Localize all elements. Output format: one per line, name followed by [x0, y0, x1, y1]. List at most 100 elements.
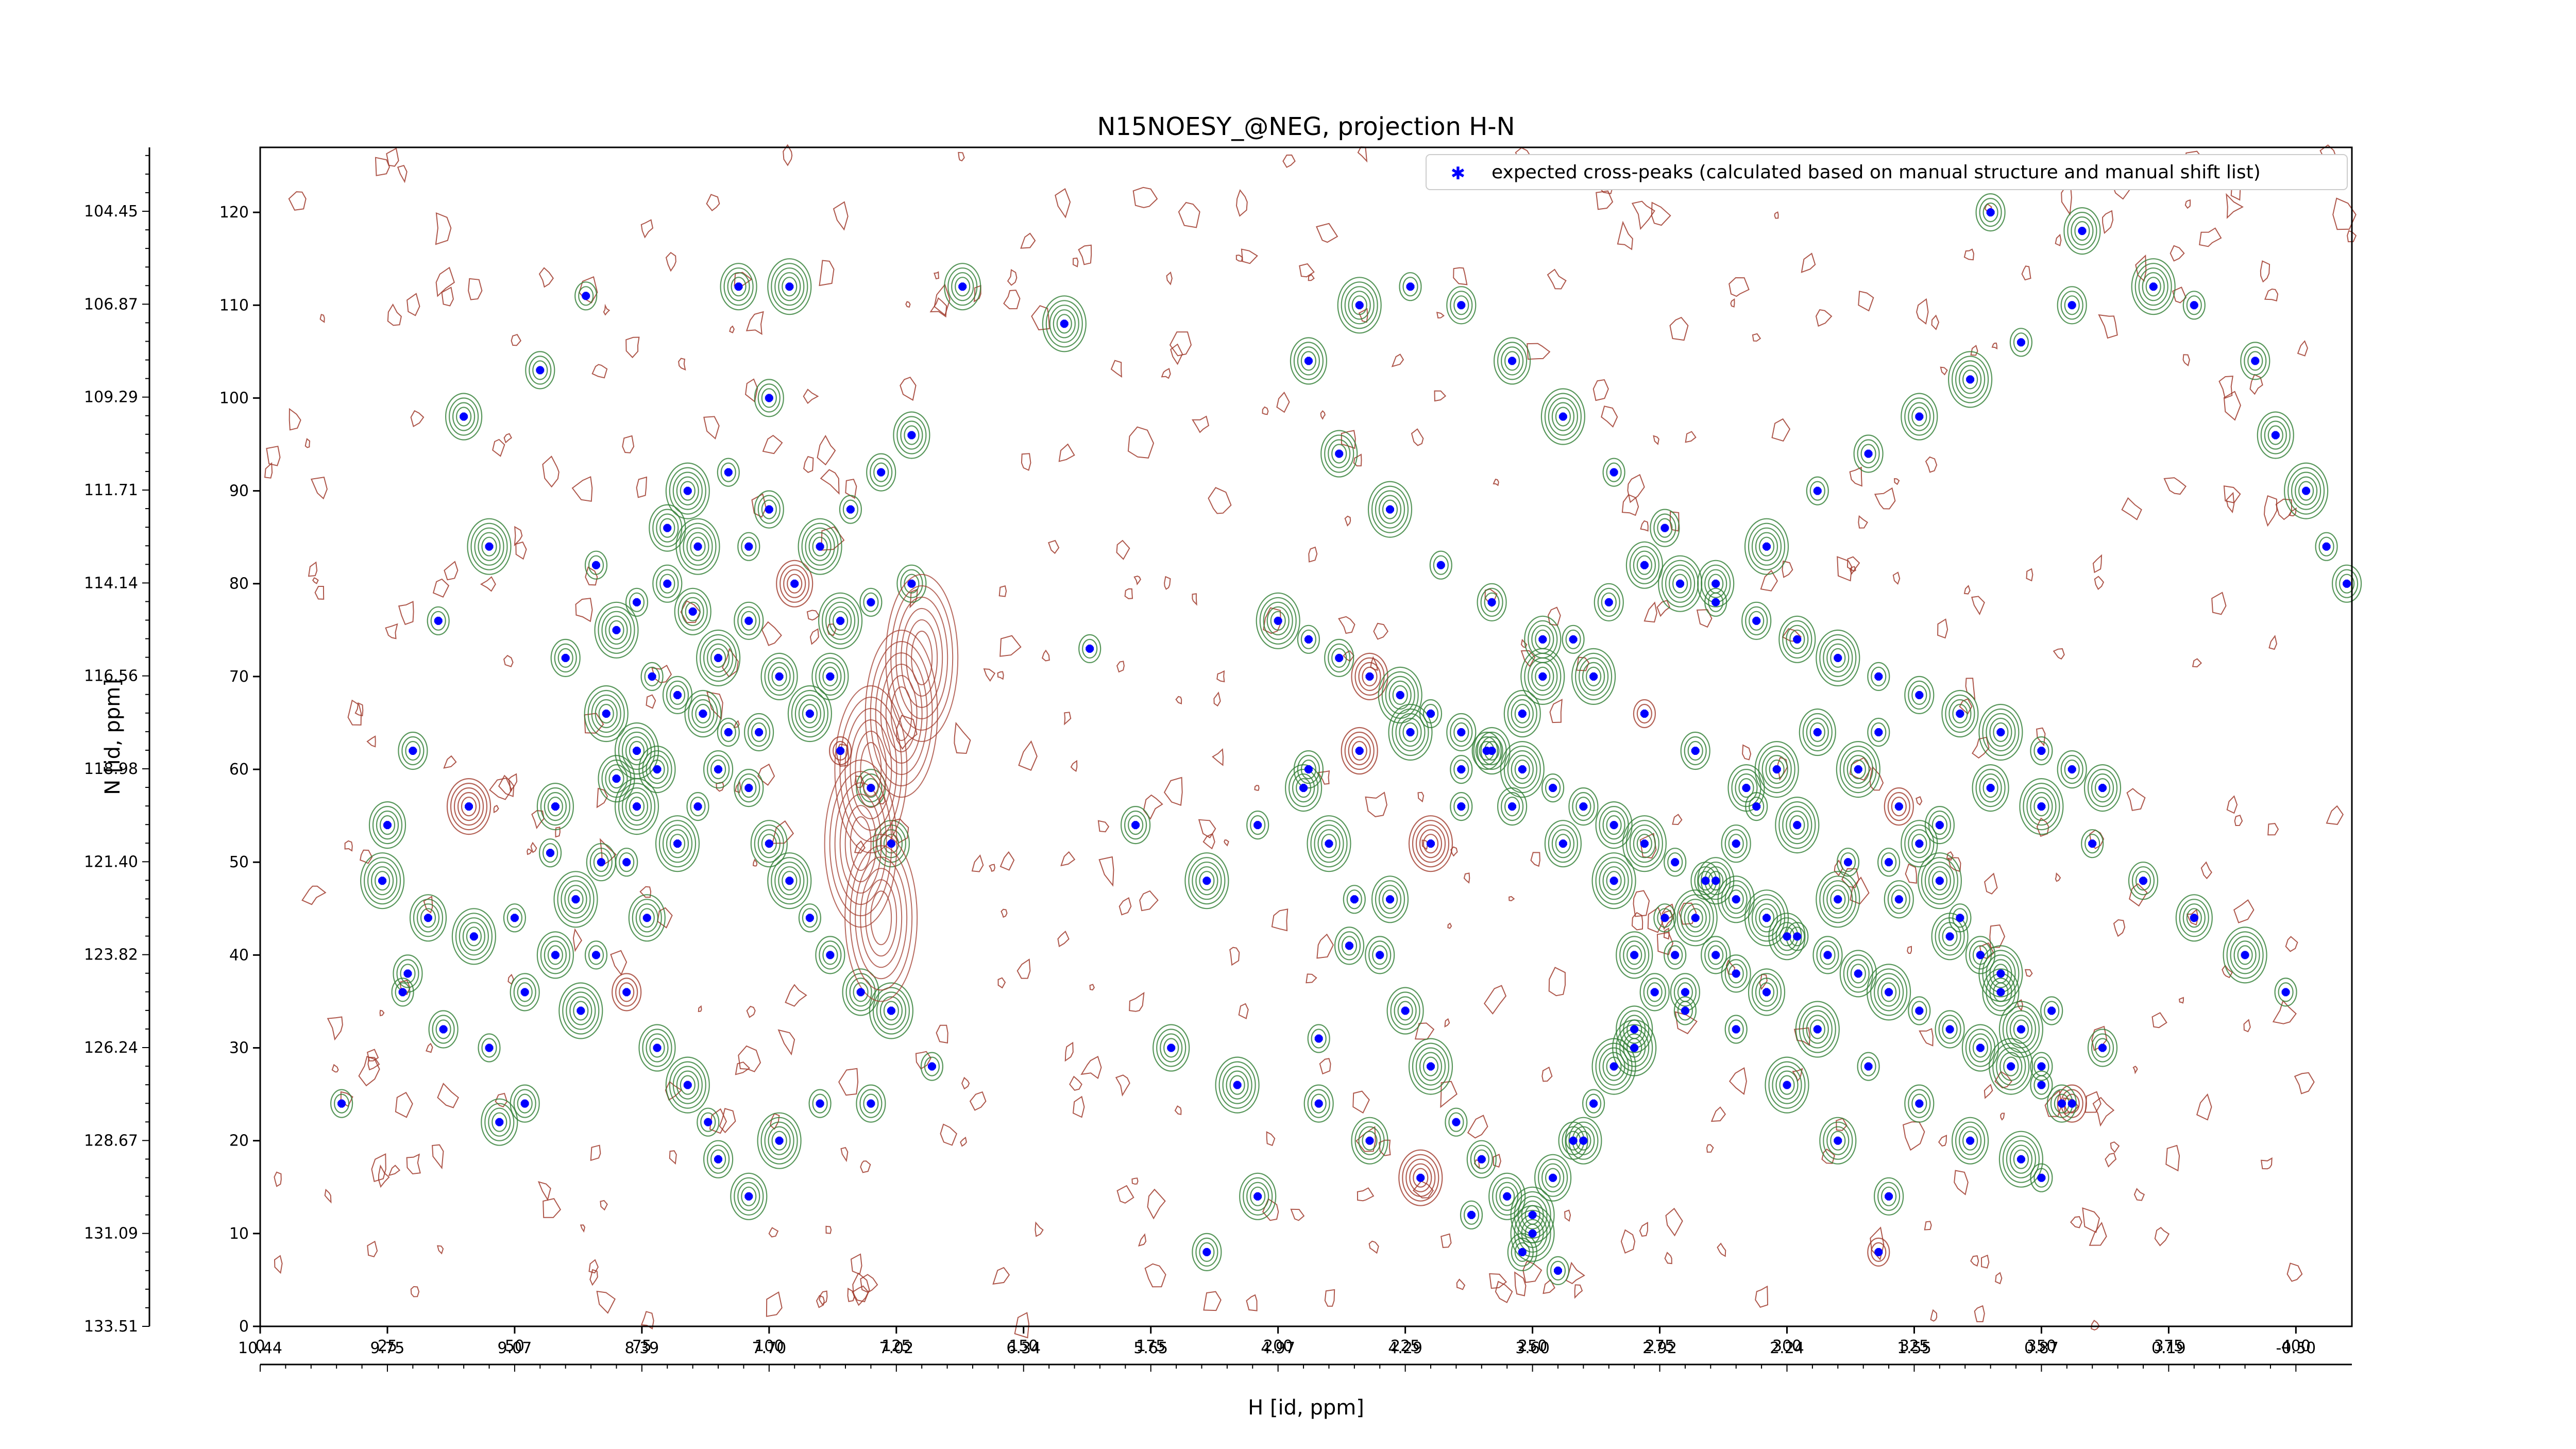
peak-contour [2046, 1084, 2077, 1123]
y-index-tick-label: 60 [229, 761, 249, 779]
expected-peak-point [485, 542, 494, 551]
noise-contour [2113, 919, 2126, 937]
noise-contour [1299, 263, 1315, 278]
noise-contour [527, 848, 533, 855]
peak-contour [2057, 286, 2087, 325]
noise-contour [514, 526, 523, 547]
noise-contour [1341, 430, 1356, 449]
peak-contour [2009, 1144, 2032, 1174]
y-ppm-tick-label: 111.71 [84, 481, 138, 499]
noise-contour [304, 438, 311, 448]
expected-peak-point [1854, 969, 1862, 978]
expected-peak-marker [1386, 506, 1394, 513]
peak-contour [859, 773, 883, 803]
peak-contour [1806, 476, 1829, 506]
peak-contour [1633, 829, 1656, 858]
peak-contour [466, 926, 482, 947]
peak-contour [370, 866, 394, 896]
peak-contour [1368, 940, 1392, 970]
peak-contour [819, 940, 842, 970]
expected-peak-marker [1681, 1007, 1689, 1015]
expected-peak-marker [2323, 543, 2330, 551]
peak-contour [642, 750, 672, 789]
peak-contour [1514, 1191, 1551, 1239]
peak-contour [413, 899, 444, 937]
peak-contour [1850, 759, 1866, 780]
peak-contour [876, 991, 907, 1030]
peak-contour [1606, 871, 1622, 891]
expected-peak-point [2007, 1062, 2015, 1071]
peak-contour [737, 532, 760, 561]
noise-contour [1072, 1096, 1085, 1118]
expected-peak-point [1416, 1173, 1425, 1182]
y-ppm-tick-label: 114.14 [84, 574, 138, 592]
noise-contour [971, 854, 984, 872]
noise-contour [989, 864, 996, 872]
expected-peak-marker [1732, 970, 1740, 978]
noise-contour [375, 157, 390, 176]
peak-contour [1626, 945, 1642, 965]
negative-contour [839, 794, 882, 894]
peak-contour [1708, 574, 1724, 594]
peak-contour [1975, 193, 2006, 232]
peak-contour [538, 838, 562, 868]
noise-contour [610, 950, 628, 976]
expected-peak-marker [1325, 839, 1333, 848]
noise-contour [1282, 154, 1296, 168]
peak-contour [561, 880, 591, 919]
noise-contour [386, 147, 399, 167]
peak-contour [1571, 648, 1616, 705]
expected-peak-marker [744, 1192, 753, 1201]
peak-contour [2063, 207, 2101, 255]
expected-peak-marker [2007, 1063, 2015, 1070]
peak-contour [1078, 634, 1101, 664]
noise-contour [1411, 428, 1424, 446]
peak-contour [2006, 1010, 2036, 1049]
noise-contour [2286, 1262, 2303, 1282]
peak-contour [1328, 643, 1351, 673]
noise-contour [1728, 277, 1750, 297]
peak-contour [427, 606, 450, 635]
peak-contour [1348, 291, 1371, 320]
y-index-tick-label: 10 [229, 1225, 249, 1243]
noise-contour [657, 907, 673, 929]
peak-contour [1826, 885, 1850, 914]
peak-contour [558, 982, 603, 1039]
noise-contour [1241, 248, 1258, 264]
expected-peak-marker [887, 1007, 895, 1015]
expected-peak-marker [1762, 914, 1771, 922]
expected-peak-point [1813, 1025, 1822, 1034]
expected-peak-marker [1854, 765, 1862, 773]
peak-contour [1293, 750, 1324, 789]
peak-contour [1672, 574, 1688, 594]
x-index-tick-label: 125 [882, 1337, 911, 1355]
noise-contour [308, 561, 318, 577]
peak-contour [1839, 950, 1877, 998]
expected-peak-marker [1274, 617, 1282, 625]
peak-contour [1582, 1089, 1605, 1118]
peak-contour [1382, 499, 1398, 519]
expected-peak-marker [867, 784, 875, 792]
expected-peak-marker [1406, 282, 1414, 291]
peak-contour [584, 550, 608, 580]
noise-contour [444, 561, 459, 581]
peak-contour [2044, 1001, 2060, 1021]
peak-contour [1758, 536, 1775, 557]
expected-peak-point [1508, 357, 1517, 365]
peak-contour [554, 643, 577, 673]
peak-contour [747, 717, 771, 747]
peak-contour [1945, 694, 1975, 733]
expected-peak-point [612, 626, 621, 634]
peak-contour [825, 601, 856, 640]
expected-peak-point [612, 774, 621, 783]
noise-contour [1057, 930, 1070, 948]
expected-peak-marker [755, 728, 763, 736]
peak-contour [1846, 754, 1870, 784]
peak-contour [459, 917, 489, 956]
peak-contour [455, 913, 493, 961]
expected-peak-point [1549, 1173, 1557, 1182]
peak-contour [688, 694, 718, 733]
noise-contour [1021, 453, 1031, 471]
noise-contour [1414, 1022, 1435, 1040]
peak-contour [401, 736, 425, 766]
